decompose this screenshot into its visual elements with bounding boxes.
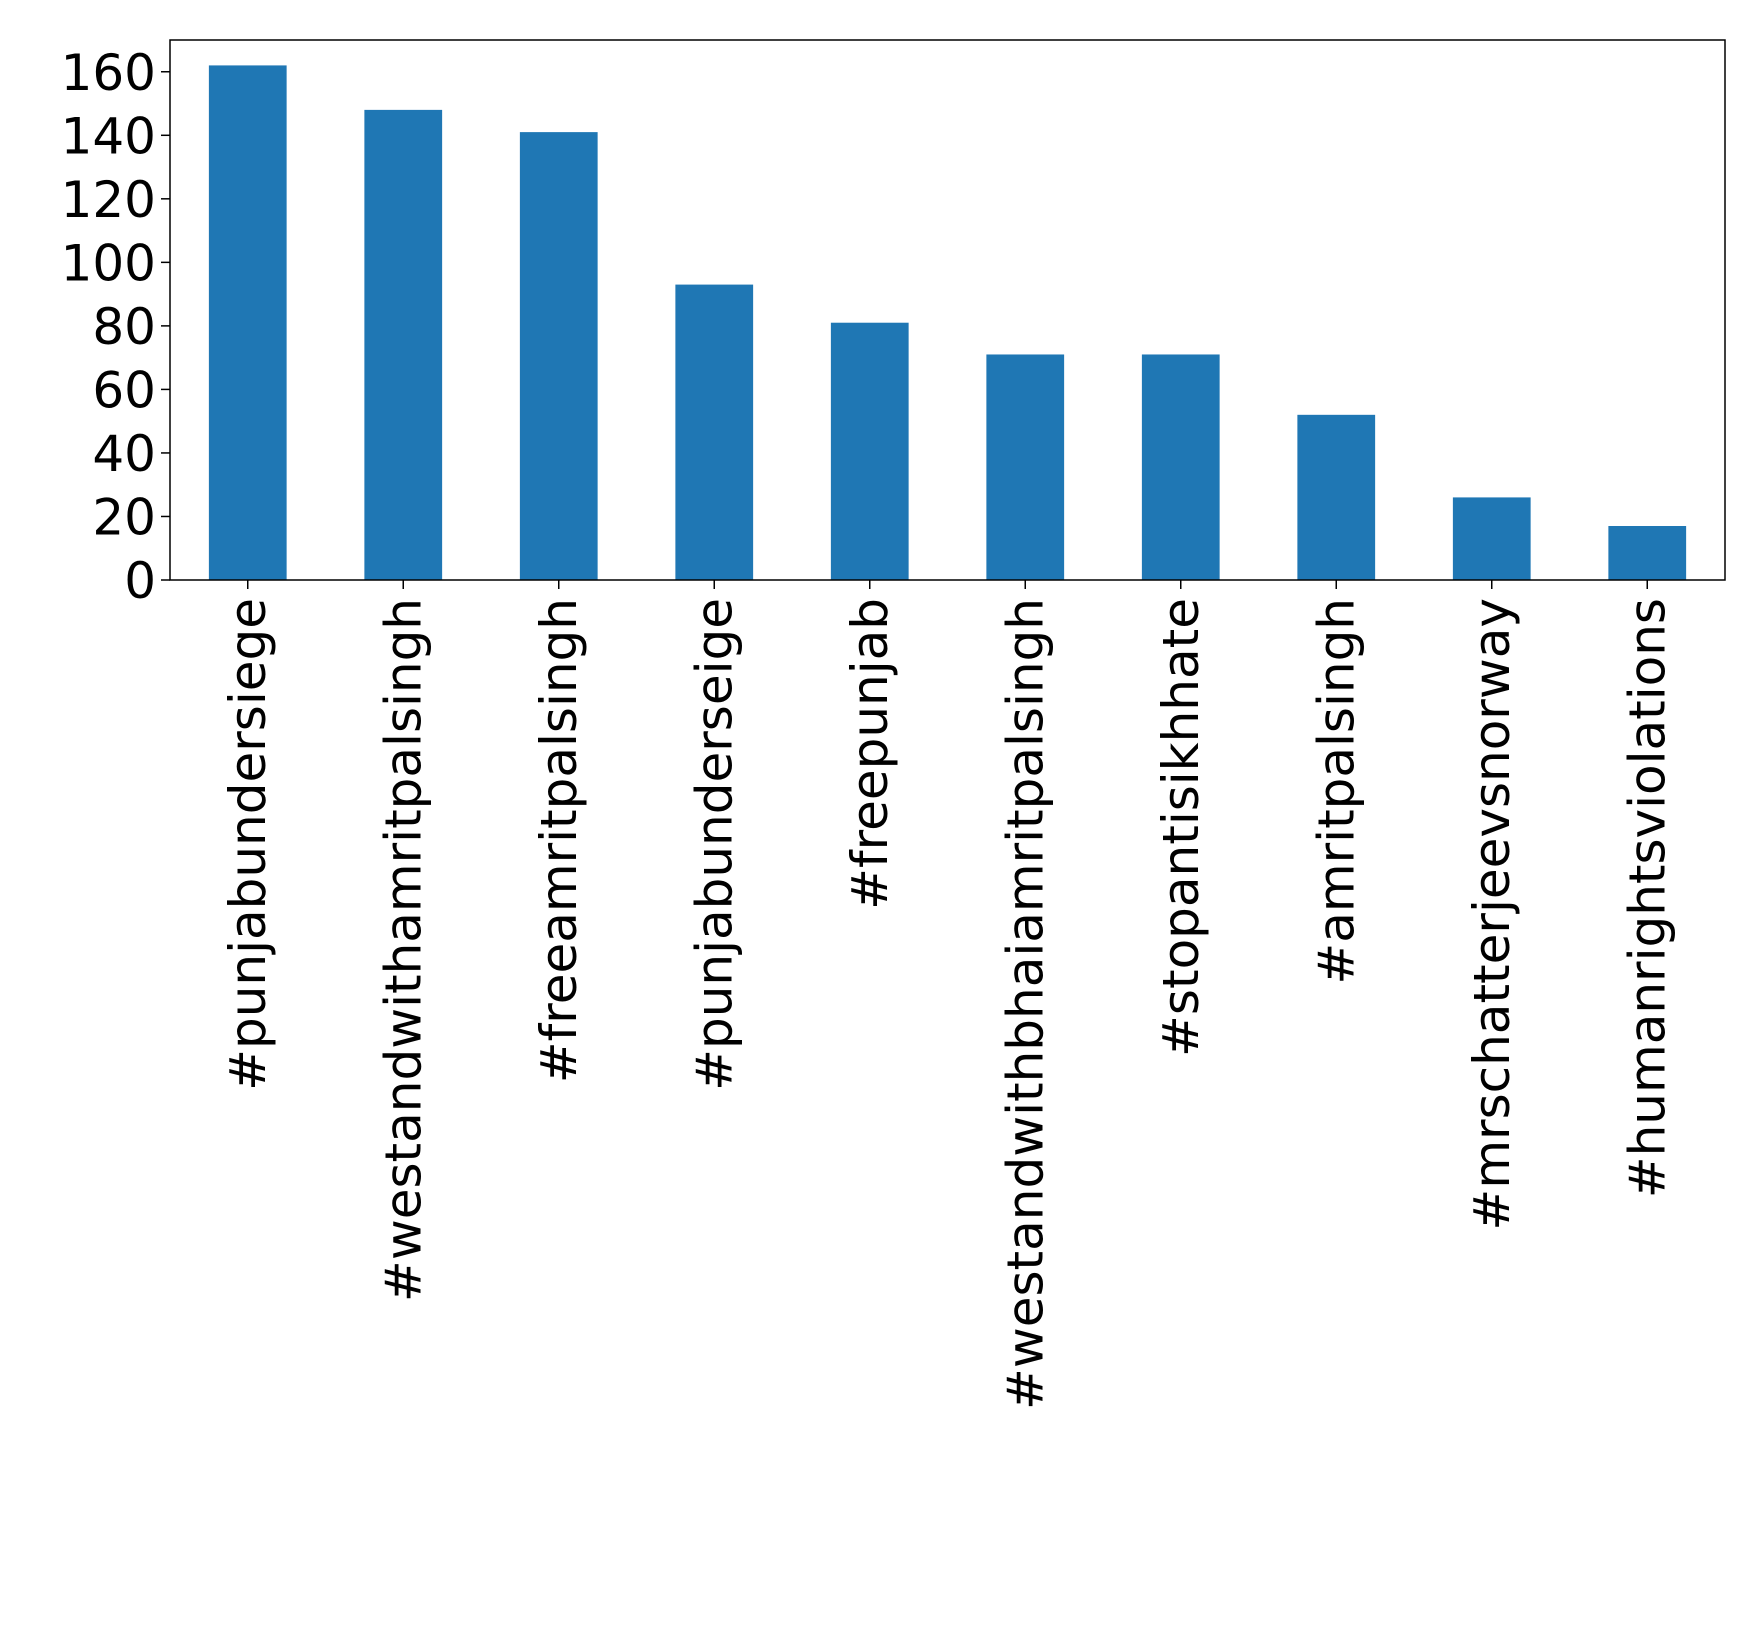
x-tick-label: #freeamritpalsingh xyxy=(530,598,588,1083)
bar-freepunjab xyxy=(830,322,909,580)
x-tick-label: #stopantisikhhate xyxy=(1152,598,1210,1057)
y-tick-label: 120 xyxy=(61,171,156,229)
bars-layer xyxy=(208,65,1687,580)
x-tick-label: #amritpalsingh xyxy=(1307,598,1365,985)
bar-punjabunderseige xyxy=(675,284,754,580)
y-tick-label: 60 xyxy=(92,361,156,419)
bar-mrschatterjeevsnorway xyxy=(1452,497,1531,580)
x-tick-label: #punjabundersiege xyxy=(219,598,277,1091)
bar-stopantisikhhate xyxy=(1141,354,1220,580)
x-tick-label: #humanrightsviolations xyxy=(1618,598,1676,1198)
y-tick-label: 0 xyxy=(124,552,156,610)
x-tick-label: #westandwithbhaiamritpalsingh xyxy=(996,598,1054,1410)
y-tick-label: 160 xyxy=(61,44,156,102)
bar-humanrightsviolations xyxy=(1608,526,1687,580)
bar-amritpalsingh xyxy=(1297,414,1376,580)
bar-freeamritpalsingh xyxy=(519,132,598,580)
y-tick-label: 80 xyxy=(92,298,156,356)
x-axis: #punjabundersiege #westandwithamritpalsin… xyxy=(219,580,1676,1410)
bar-westandwithamritpalsingh xyxy=(364,109,443,580)
bar-westandwithbhaiamritpalsingh xyxy=(986,354,1065,580)
x-tick-label: #punjabunderseige xyxy=(685,598,743,1091)
y-tick-label: 100 xyxy=(61,234,156,292)
y-tick-label: 40 xyxy=(92,425,156,483)
x-tick-label: #freepunjab xyxy=(841,598,899,910)
x-tick-label: #mrschatterjeevsnorway xyxy=(1463,598,1521,1231)
bar-punjabundersiege xyxy=(208,65,287,580)
plot-frame xyxy=(169,39,1726,581)
y-tick-label: 20 xyxy=(92,488,156,546)
x-tick-label: #westandwithamritpalsingh xyxy=(374,598,432,1302)
y-tick-label: 140 xyxy=(61,107,156,165)
